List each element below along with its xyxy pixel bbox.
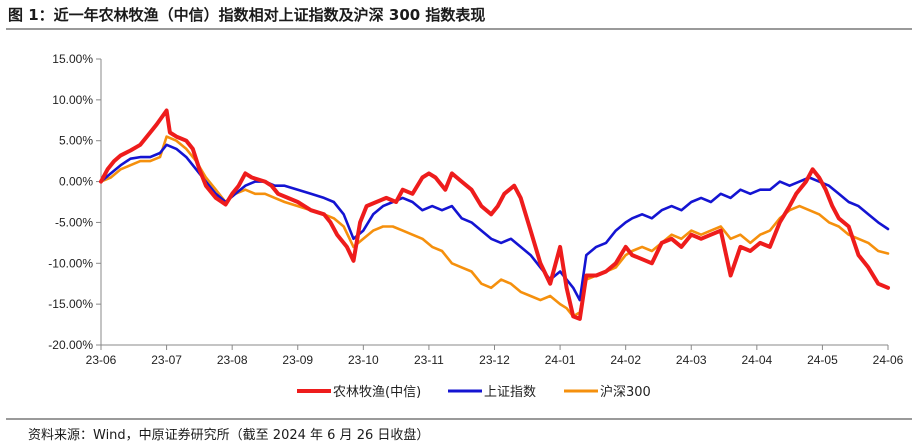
y-tick-label: -20.00% — [48, 338, 93, 352]
legend-label: 上证指数 — [484, 385, 536, 400]
x-tick-label: 23-11 — [414, 353, 444, 367]
y-tick-label: 0.00% — [59, 175, 93, 189]
legend-label: 农林牧渔(中信) — [333, 385, 421, 400]
x-tick-label: 23-06 — [86, 353, 117, 367]
x-tick-label: 24-02 — [610, 353, 641, 367]
x-tick-label: 24-04 — [741, 353, 772, 367]
x-tick-label: 23-07 — [151, 353, 182, 367]
series-line-3 — [99, 135, 890, 318]
series-line-2 — [99, 143, 890, 302]
source-divider — [6, 418, 912, 420]
x-tick-label: 24-03 — [676, 353, 707, 367]
chart-series — [99, 108, 890, 321]
x-tick-label: 23-12 — [479, 353, 510, 367]
x-tick-label: 24-06 — [873, 353, 904, 367]
x-tick-label: 24-01 — [545, 353, 576, 367]
series-line-1 — [99, 108, 890, 321]
source-note: 资料来源：Wind，中原证券研究所（截至 2024 年 6 月 26 日收盘） — [28, 428, 430, 443]
page-title: 图 1：近一年农林牧渔（中信）指数相对上证指数及沪深 300 指数表现 — [8, 6, 486, 24]
title-divider — [6, 28, 912, 30]
x-tick-label: 24-05 — [807, 353, 838, 367]
legend-label: 沪深300 — [600, 384, 651, 400]
y-tick-label: 10.00% — [52, 93, 93, 107]
y-tick-label: -15.00% — [48, 297, 93, 311]
y-tick-label: -5.00% — [55, 215, 93, 229]
y-tick-label: -10.00% — [48, 256, 93, 270]
chart-legend: 农林牧渔(中信) 上证指数 沪深300 — [297, 384, 651, 400]
y-tick-label: 15.00% — [52, 52, 93, 66]
x-tick-label: 23-09 — [282, 353, 313, 367]
x-tick-label: 23-08 — [217, 353, 248, 367]
x-tick-label: 23-10 — [348, 353, 379, 367]
line-chart: 15.00% 10.00% 5.00% 0.00% -5.00% -10.00% -15.0… — [48, 52, 903, 400]
y-tick-label: 5.00% — [59, 134, 93, 148]
chart-axes: 15.00% 10.00% 5.00% 0.00% -5.00% -10.00% -15.0… — [48, 52, 903, 367]
